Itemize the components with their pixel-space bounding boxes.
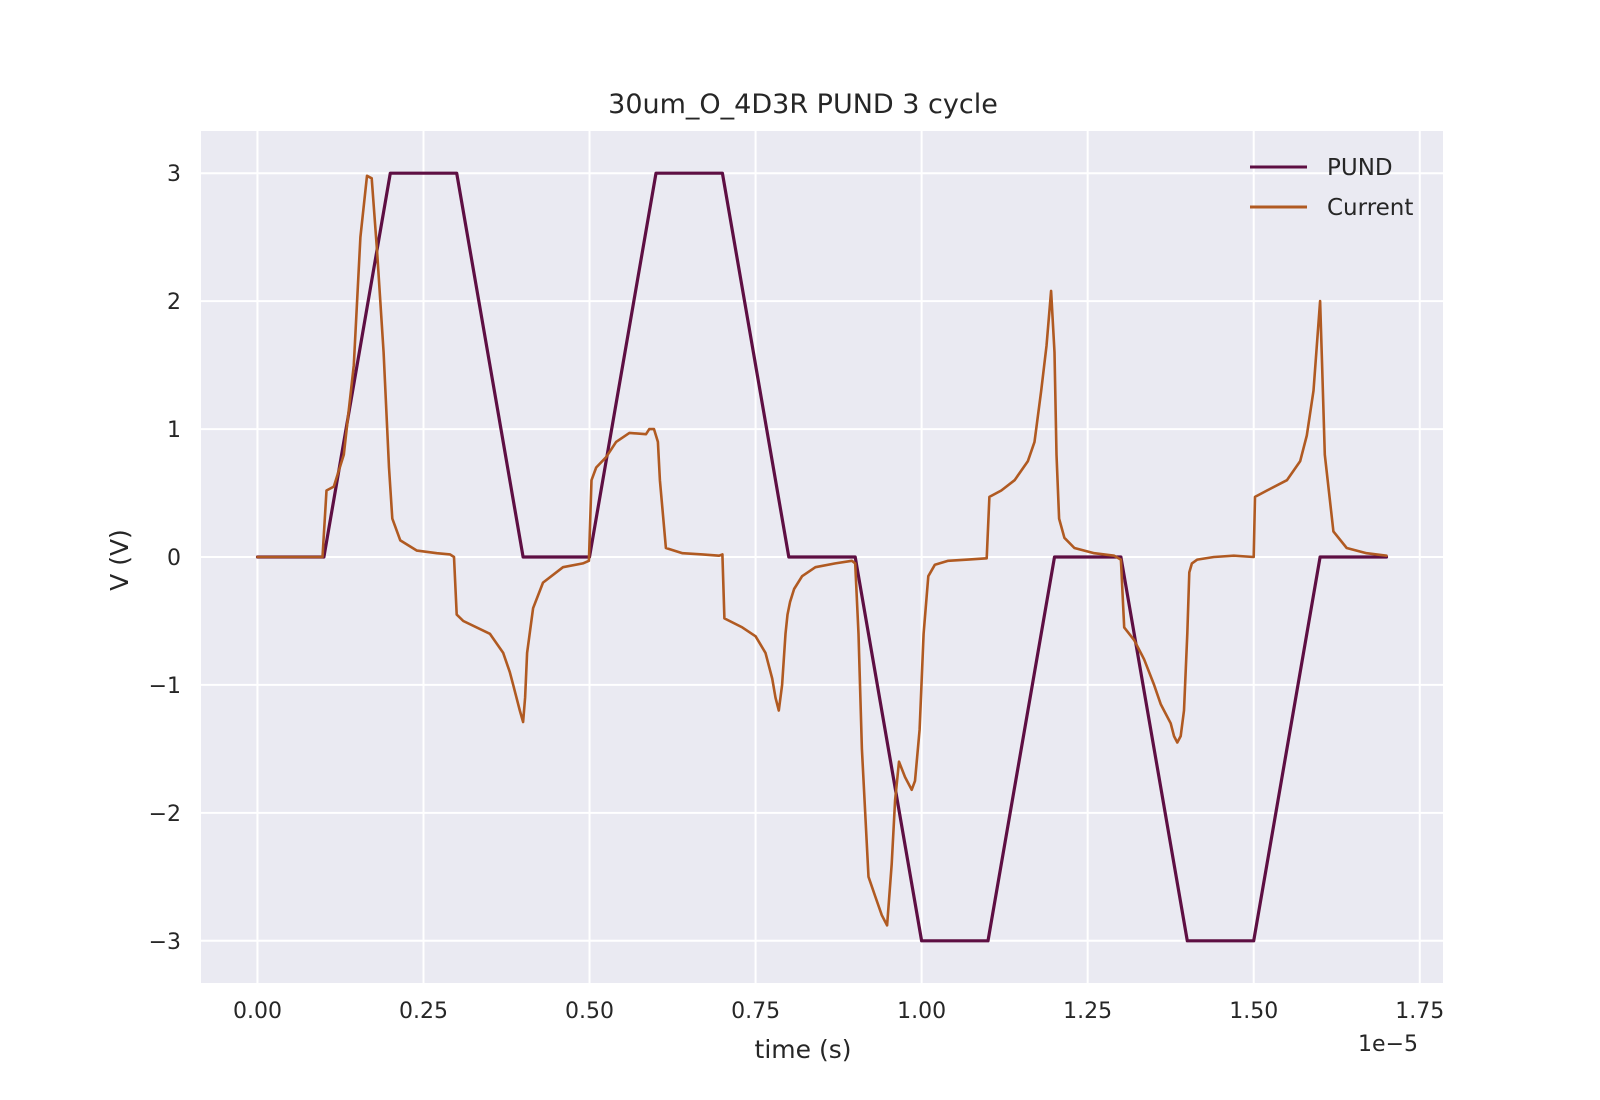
series-lines (255, 171, 1389, 943)
y-axis-label: V (V) (105, 529, 134, 591)
y-tick-label: −1 (149, 674, 181, 699)
x-tick-label: 0.75 (731, 999, 780, 1024)
x-tick-label: 0.00 (233, 999, 282, 1024)
legend-label-pund: PUND (1327, 155, 1393, 181)
chart-title: 30um_O_4D3R PUND 3 cycle (608, 89, 998, 120)
y-tick-label: −3 (149, 930, 181, 955)
y-tick-label: 2 (167, 290, 181, 315)
x-axis-offset-label: 1e−5 (1358, 1032, 1418, 1057)
series-line-current (256, 174, 1388, 927)
y-tick-label: 3 (167, 162, 181, 187)
series-line-pund (255, 171, 1389, 943)
x-tick-label: 1.75 (1395, 999, 1444, 1024)
y-tick-labels: 3 2 1 0 −1 −2 −3 (149, 162, 181, 955)
x-tick-label: 0.50 (565, 999, 614, 1024)
y-tick-label: −2 (149, 802, 181, 827)
legend: PUND Current (1250, 155, 1413, 221)
x-tick-label: 1.00 (897, 999, 946, 1024)
y-tick-label: 0 (167, 546, 181, 571)
x-tick-labels: 0.00 0.25 0.50 0.75 1.00 1.25 1.50 1.75 (233, 999, 1444, 1024)
y-tick-label: 1 (167, 418, 181, 443)
x-tick-label: 0.25 (399, 999, 448, 1024)
x-tick-label: 1.25 (1063, 999, 1112, 1024)
x-axis-label: time (s) (755, 1035, 852, 1064)
x-tick-label: 1.50 (1229, 999, 1278, 1024)
legend-label-current: Current (1327, 195, 1413, 221)
